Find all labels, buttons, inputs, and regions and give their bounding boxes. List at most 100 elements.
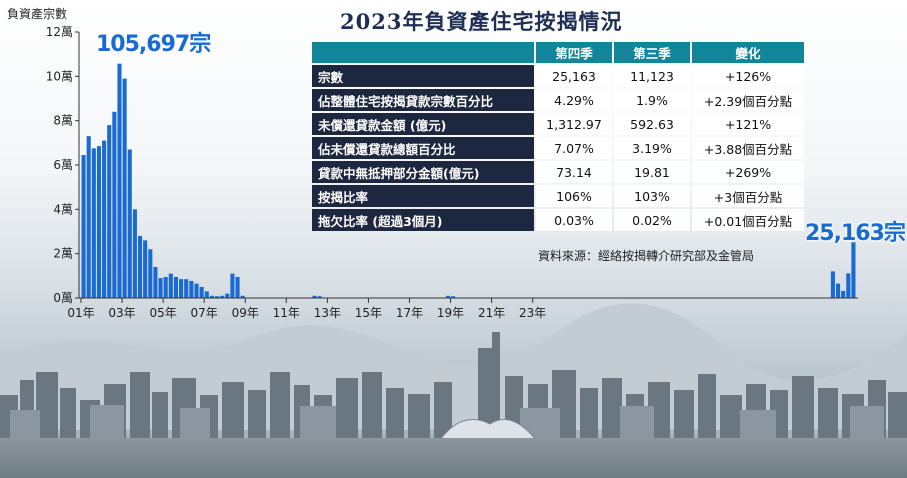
chart-bar	[451, 296, 456, 298]
y-tick-label: 8萬	[53, 114, 73, 128]
cell-q4: 4.29%	[536, 89, 612, 111]
cell-q3: 3.19%	[614, 137, 690, 159]
chart-bar	[96, 146, 102, 298]
chart-bar	[158, 278, 163, 298]
x-tick-label: 21年	[478, 306, 505, 320]
chart-bar	[194, 283, 199, 298]
chart-bar	[117, 63, 122, 298]
row-label: 未償還貸款金額 (億元)	[312, 113, 534, 135]
table-row: 佔未償還貸款總額百分比 7.07% 3.19% +3.88個百分點	[312, 137, 804, 159]
row-label: 佔整體住宅按揭貸款宗數百分比	[312, 89, 534, 111]
cell-q4: 7.07%	[536, 137, 612, 159]
row-label: 拖欠比率 (超過3個月)	[312, 209, 534, 231]
chart-bar	[81, 155, 86, 298]
cell-q3: 592.63	[614, 113, 690, 135]
chart-bar	[132, 209, 137, 298]
chart-bar	[835, 283, 841, 298]
chart-bar	[153, 266, 158, 298]
chart-bar	[189, 280, 194, 298]
x-tick-label: 03年	[108, 306, 135, 320]
chart-bar	[102, 140, 107, 298]
cell-change: +3個百分點	[692, 185, 804, 207]
stats-table: 第四季 第三季 變化 宗數 25,163 11,123 +126% 佔整體住宅按…	[310, 40, 806, 233]
chart-bar	[184, 279, 189, 298]
chart-bar	[204, 291, 209, 298]
chart-bar	[199, 286, 204, 298]
chart-bar	[86, 136, 91, 298]
row-label: 宗數	[312, 65, 534, 87]
chart-bar	[841, 290, 846, 298]
chart-title: 2023年負資產住宅按揭情況	[340, 9, 623, 34]
chart-bar	[225, 293, 230, 298]
table-row: 貸款中無抵押部分金額(億元) 73.14 19.81 +269%	[312, 161, 804, 183]
chart-bar	[846, 273, 851, 298]
x-tick-label: 01年	[67, 306, 94, 320]
chart-bar	[91, 148, 96, 298]
chart-bar	[122, 78, 127, 298]
y-tick-label: 4萬	[53, 202, 73, 216]
chart-bar	[127, 149, 132, 298]
table-header-q4: 第四季	[536, 42, 612, 63]
chart-bar	[112, 111, 117, 298]
cell-q4: 0.03%	[536, 209, 612, 231]
cell-change: +126%	[692, 65, 804, 87]
row-label: 貸款中無抵押部分金額(億元)	[312, 161, 534, 183]
y-tick-label: 0萬	[53, 291, 73, 305]
table-row: 佔整體住宅按揭貸款宗數百分比 4.29% 1.9% +2.39個百分點	[312, 89, 804, 111]
chart-bar	[214, 296, 220, 298]
chart-bar	[220, 295, 225, 298]
table-row: 宗數 25,163 11,123 +126%	[312, 65, 804, 87]
x-tick-label: 23年	[519, 306, 546, 320]
row-label: 按揭比率	[312, 185, 534, 207]
x-tick-label: 17年	[396, 306, 423, 320]
cell-q3: 11,123	[614, 65, 690, 87]
table-row: 按揭比率 106% 103% +3個百分點	[312, 185, 804, 207]
chart-bar	[163, 276, 168, 298]
cell-q3: 0.02%	[614, 209, 690, 231]
table-row: 拖欠比率 (超過3個月) 0.03% 0.02% +0.01個百分點	[312, 209, 804, 231]
y-axis-title: 負資產宗數	[7, 7, 68, 21]
chart-bar	[312, 295, 317, 298]
chart-bar	[168, 273, 173, 298]
x-tick-label: 05年	[149, 306, 176, 320]
cell-q3: 19.81	[614, 161, 690, 183]
y-tick-label: 6萬	[53, 158, 73, 172]
cell-q3: 103%	[614, 185, 690, 207]
row-label: 佔未償還貸款總額百分比	[312, 137, 534, 159]
cell-q4: 73.14	[536, 161, 612, 183]
table-row: 未償還貸款金額 (億元) 1,312.97 592.63 +121%	[312, 113, 804, 135]
chart-bar	[179, 279, 184, 298]
table-header-q3: 第三季	[614, 42, 690, 63]
x-tick-label: 07年	[191, 306, 218, 320]
x-tick-label: 11年	[273, 306, 300, 320]
chart-bar	[830, 271, 835, 298]
chart-bar	[445, 295, 451, 298]
cell-q4: 25,163	[536, 65, 612, 87]
y-tick-label: 12萬	[46, 25, 73, 39]
cell-q4: 1,312.97	[536, 113, 612, 135]
cell-q3: 1.9%	[614, 89, 690, 111]
y-tick-label: 2萬	[53, 247, 73, 261]
chart-bar	[235, 276, 240, 298]
cell-change: +121%	[692, 113, 804, 135]
cell-change: +269%	[692, 161, 804, 183]
cell-change: +3.88個百分點	[692, 137, 804, 159]
chart-bar	[317, 296, 322, 298]
cell-q4: 106%	[536, 185, 612, 207]
latest-annotation: 25,163宗	[805, 221, 906, 246]
chart-bar	[137, 235, 143, 298]
data-source-note: 資料來源：經絡按揭轉介研究部及金管局	[538, 249, 755, 263]
peak-annotation: 105,697宗	[96, 32, 211, 57]
y-tick-label: 10萬	[46, 69, 73, 83]
chart-bar	[209, 295, 214, 298]
x-tick-label: 15年	[355, 306, 382, 320]
chart-bar	[240, 295, 245, 298]
x-tick-label: 09年	[232, 306, 259, 320]
cell-change: +2.39個百分點	[692, 89, 804, 111]
x-tick-label: 19年	[437, 306, 464, 320]
chart-bar	[173, 276, 179, 298]
table-header-row: 第四季 第三季 變化	[312, 42, 804, 63]
chart-bar	[107, 125, 112, 298]
table-header-blank	[312, 42, 534, 63]
